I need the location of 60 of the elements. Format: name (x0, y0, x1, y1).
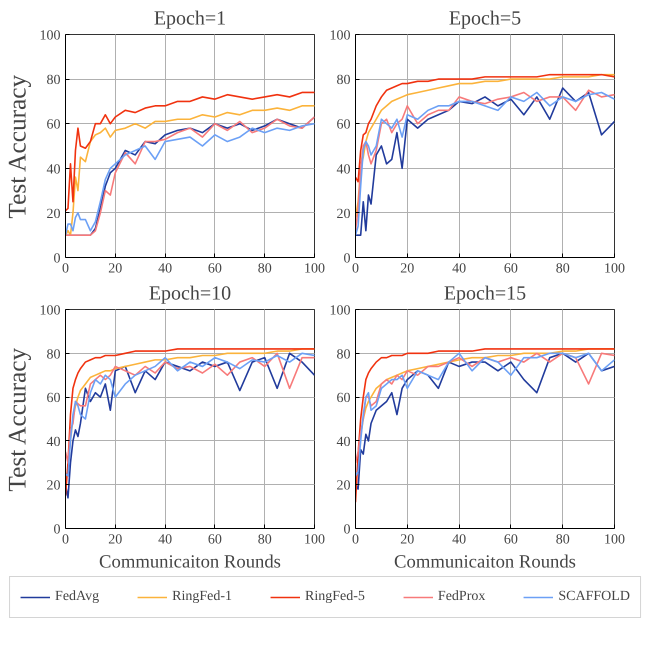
y-tick-label: 100 (40, 304, 60, 318)
y-tick-label: 40 (336, 434, 350, 450)
x-tick-label: 40 (452, 262, 466, 276)
x-tick-label: 100 (304, 262, 325, 276)
line-series (356, 74, 614, 182)
y-tick-label: 60 (46, 391, 60, 406)
y-tick-label: 60 (46, 118, 60, 133)
x-axis-title: Communicaiton Rounds (394, 552, 576, 572)
y-tick-label: 20 (46, 478, 60, 494)
y-tick-label: 80 (336, 73, 350, 88)
chart-title: Epoch=5 (448, 8, 522, 30)
x-tick-label: 20 (108, 262, 122, 276)
y-tick-label: 0 (54, 252, 60, 266)
y-axis-title: Test Accuracy (4, 347, 32, 492)
y-tick-label: 60 (336, 118, 350, 133)
x-tick-label: 20 (400, 262, 414, 276)
chart-title: Epoch=1 (154, 8, 226, 30)
line-series (66, 92, 314, 212)
x-tick-label: 80 (556, 262, 570, 276)
chart-title: Epoch=15 (444, 282, 526, 304)
y-tick-label: 80 (46, 73, 60, 88)
y-tick-label: 60 (336, 391, 350, 406)
x-tick-label: 40 (158, 262, 172, 276)
y-tick-label: 100 (40, 28, 60, 44)
legend-label: SCAFFOLD (558, 589, 630, 605)
y-tick-label: 0 (344, 522, 350, 538)
y-tick-label: 40 (46, 434, 60, 450)
y-axis-title: Test Accuracy (4, 74, 32, 219)
x-tick-label: 20 (108, 532, 122, 548)
x-axis-title: Communicaiton Rounds (99, 552, 281, 572)
x-tick-label: 80 (556, 532, 570, 548)
y-tick-label: 80 (46, 347, 60, 362)
legend-label: RingFed-5 (305, 589, 365, 605)
x-tick-label: 60 (504, 262, 518, 276)
x-tick-label: 60 (208, 532, 222, 548)
y-tick-label: 100 (330, 28, 350, 44)
x-tick-label: 60 (208, 262, 222, 276)
y-tick-label: 20 (336, 206, 350, 222)
x-tick-label: 40 (158, 532, 172, 548)
y-tick-label: 100 (330, 304, 350, 318)
y-tick-label: 0 (54, 522, 60, 538)
x-tick-label: 40 (452, 532, 466, 548)
chart-title: Epoch=10 (148, 282, 232, 304)
x-tick-label: 100 (304, 532, 325, 548)
x-tick-label: 60 (504, 532, 518, 548)
y-tick-label: 40 (336, 162, 350, 178)
x-tick-label: 20 (400, 532, 414, 548)
legend-label: RingFed-1 (172, 589, 232, 605)
x-tick-label: 100 (604, 532, 625, 548)
y-tick-label: 20 (46, 206, 60, 222)
legend-label: FedProx (438, 589, 486, 605)
y-tick-label: 20 (336, 478, 350, 494)
x-tick-label: 80 (258, 262, 272, 276)
legend-label: FedAvg (55, 589, 100, 605)
y-tick-label: 40 (46, 162, 60, 178)
x-tick-label: 80 (258, 532, 272, 548)
y-tick-label: 80 (336, 347, 350, 362)
line-series (356, 74, 614, 218)
x-tick-label: 100 (604, 262, 625, 276)
y-tick-label: 0 (344, 252, 350, 266)
